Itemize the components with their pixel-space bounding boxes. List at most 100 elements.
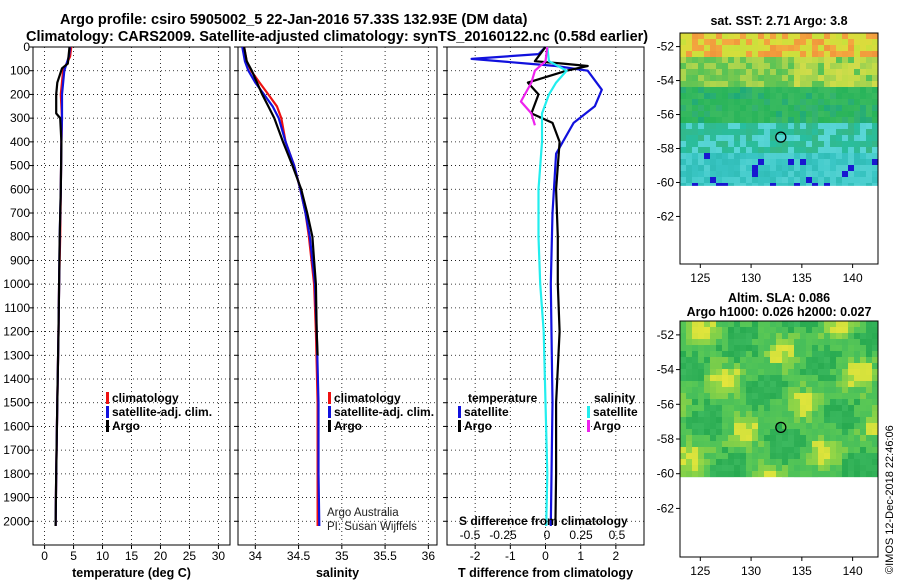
map-cell [704, 369, 710, 375]
map-cell [776, 165, 782, 171]
map-cell [812, 159, 818, 165]
map-cell [728, 375, 734, 381]
map-cell [782, 75, 788, 81]
map-cell [740, 423, 746, 429]
map-cell [758, 183, 764, 186]
map-cell [794, 33, 800, 39]
map-cell [686, 357, 692, 363]
map-cell [692, 375, 698, 381]
map-cell [806, 129, 812, 135]
map-cell [692, 123, 698, 129]
map-cell [716, 159, 722, 165]
map-cell [854, 177, 860, 183]
map-cell [794, 351, 800, 357]
map-y-tick-label: -54 [657, 74, 675, 88]
map-cell [692, 147, 698, 153]
map-cell [842, 93, 848, 99]
map-cell [752, 381, 758, 387]
map-cell [722, 39, 728, 45]
map-y-tick-label: -52 [657, 40, 675, 54]
map-cell [770, 411, 776, 417]
map-cell [746, 459, 752, 465]
map-cell [854, 33, 860, 39]
map-cell [794, 393, 800, 399]
map-cell [746, 363, 752, 369]
map-cell [830, 417, 836, 423]
map-cell [710, 165, 716, 171]
map-cell [764, 387, 770, 393]
map-cell [722, 465, 728, 471]
map-cell [734, 111, 740, 117]
map-cell [698, 357, 704, 363]
map-cell [866, 69, 872, 75]
map-cell [746, 357, 752, 363]
map-cell [746, 33, 752, 39]
map-cell [770, 93, 776, 99]
map-cell [854, 417, 860, 423]
map-cell [722, 81, 728, 87]
map-cell [794, 381, 800, 387]
map-cell [692, 183, 698, 186]
map-cell [812, 69, 818, 75]
map-cell [680, 153, 686, 159]
map-cell [812, 171, 818, 177]
map-cell [872, 141, 878, 147]
map-cell [818, 117, 824, 123]
map-cell [692, 129, 698, 135]
map-cell [812, 81, 818, 87]
map-cell [830, 81, 836, 87]
map-cell [716, 459, 722, 465]
map-cell [830, 399, 836, 405]
map-cell [686, 411, 692, 417]
map-cell [824, 387, 830, 393]
map-cell [842, 99, 848, 105]
map-cell [740, 387, 746, 393]
x2-tick-label: 0.5 [609, 528, 626, 542]
map-cell [872, 135, 878, 141]
map-cell [764, 75, 770, 81]
map-cell [800, 345, 806, 351]
map-cell [794, 159, 800, 165]
map-cell [698, 51, 704, 57]
map-cell [752, 51, 758, 57]
map-cell [854, 321, 860, 327]
map-cell [710, 129, 716, 135]
map-cell [704, 87, 710, 93]
map-cell [758, 417, 764, 423]
map-cell [716, 123, 722, 129]
map-cell [680, 171, 686, 177]
map-cell [806, 399, 812, 405]
map-cell [836, 123, 842, 129]
map-cell [740, 369, 746, 375]
map-cell [866, 357, 872, 363]
map-cell [854, 87, 860, 93]
map-cell [812, 75, 818, 81]
map-cell [836, 429, 842, 435]
map-cell [722, 423, 728, 429]
map-cell [800, 111, 806, 117]
map-cell [794, 363, 800, 369]
map-cell [830, 159, 836, 165]
map-cell [842, 339, 848, 345]
map-cell [794, 417, 800, 423]
y-tick-label: 700 [10, 206, 30, 220]
map-cell [728, 393, 734, 399]
map-cell [782, 321, 788, 327]
map-cell [710, 429, 716, 435]
map-cell [830, 327, 836, 333]
map-cell [800, 177, 806, 183]
map-cell [842, 45, 848, 51]
map-cell [794, 327, 800, 333]
map-cell [734, 105, 740, 111]
map-cell [704, 93, 710, 99]
map-cell [686, 471, 692, 477]
legend-sal-satellite-label: satellite [593, 405, 638, 419]
map-cell [758, 447, 764, 453]
map-cell [758, 411, 764, 417]
map-cell [782, 147, 788, 153]
map-cell [734, 435, 740, 441]
map-cell [752, 471, 758, 477]
map-cell [806, 429, 812, 435]
map-cell [776, 399, 782, 405]
map-cell [872, 45, 878, 51]
